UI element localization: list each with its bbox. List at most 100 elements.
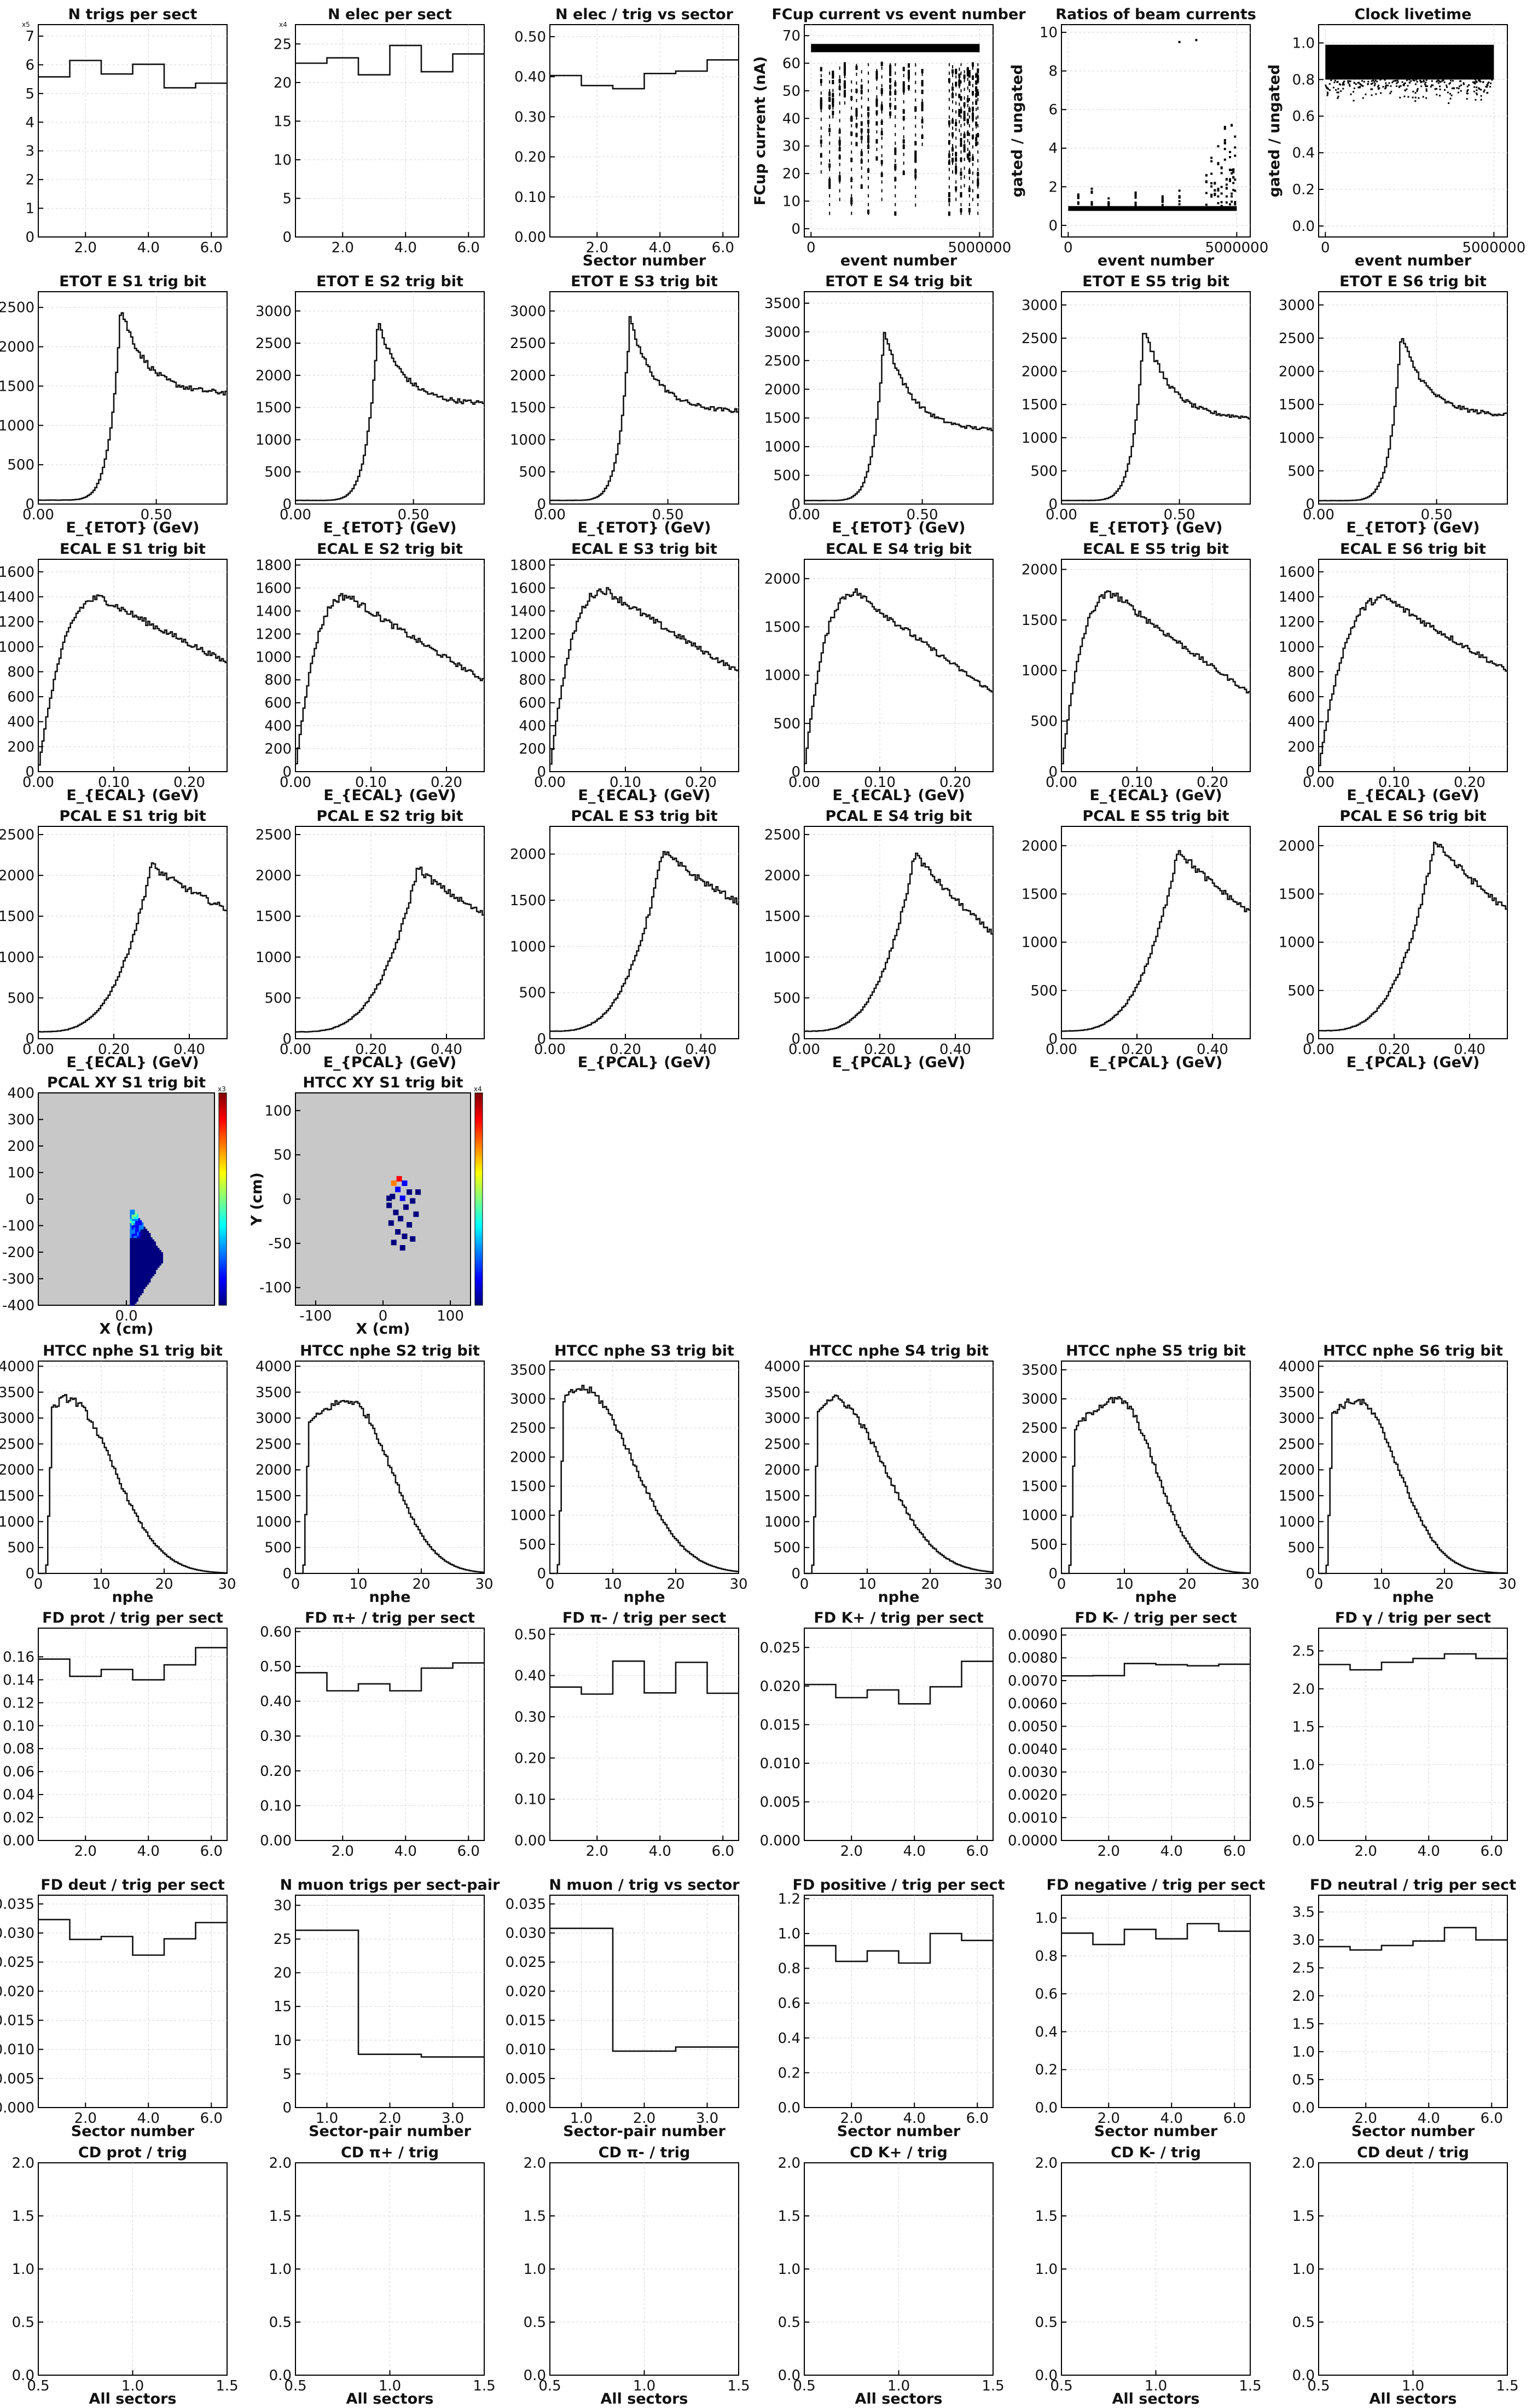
point (875, 110, 878, 115)
x-tick-label: 4.0 (137, 2110, 160, 2127)
point (1480, 89, 1482, 91)
point (975, 121, 978, 126)
point (951, 132, 954, 137)
y-tick-label: 0.40 (260, 1694, 292, 1710)
point (1385, 86, 1387, 89)
x-tick-label: 0.5 (27, 2378, 49, 2394)
x-tick-label: 4.0 (649, 1843, 671, 1860)
y-tick-label: 600 (264, 695, 292, 711)
chart-panel-15: 0 200 400 600 800 1000 1200 1400 1600 1800 0.00 0.1… (510, 541, 739, 804)
point (1425, 90, 1427, 92)
y-tick-label: 0.8 (778, 1961, 800, 1977)
point (1404, 82, 1406, 84)
heat-cell (398, 1215, 404, 1222)
plot-frame (1061, 24, 1251, 238)
point (1491, 79, 1493, 81)
point (1486, 86, 1488, 88)
point (894, 90, 897, 95)
bar-3 (358, 1683, 390, 1685)
y-tick-label: 2.0 (1035, 2155, 1058, 2172)
y-tick-label: 2.0 (1292, 1681, 1315, 1698)
point-band (1068, 206, 1237, 211)
x-axis-label: nphe (1392, 1589, 1434, 1606)
point (958, 82, 961, 86)
point (1400, 85, 1402, 87)
y-tick-label: 2 (25, 172, 34, 188)
y-axis-label: gated / ungated (1266, 64, 1283, 197)
plot-frame (804, 559, 994, 772)
x-tick-label: 2.0 (332, 1843, 354, 1860)
chart-panel-32: 0 500 1000 1500 2000 2500 3000 3500 4000 0 10 20 30 H… (1279, 1342, 1517, 1606)
y-tick-label: 50 (782, 83, 800, 100)
point (867, 144, 870, 149)
y-tick-label: 1000 (1279, 1514, 1315, 1530)
y-tick-label: 30 (782, 138, 800, 155)
point (1468, 84, 1470, 86)
bar-6 (962, 1940, 994, 1941)
point (1406, 79, 1408, 82)
x-tick-label: 0.0 (115, 1308, 137, 1324)
heat-cell (415, 1189, 421, 1195)
point (1223, 139, 1226, 142)
point (975, 87, 978, 92)
x-tick-label: 1.0 (633, 2378, 655, 2394)
point-band (811, 44, 980, 53)
point (1134, 196, 1137, 199)
scatter-points (1068, 39, 1237, 211)
y-tick-label: 0 (1305, 764, 1315, 780)
histogram-series (295, 1662, 484, 1692)
y-tick-label: 1.0 (1035, 1911, 1058, 1927)
y-tick-label: 2000 (764, 381, 800, 398)
heat-cell (399, 1245, 405, 1251)
point (966, 98, 969, 103)
x-tick-label: 4.0 (649, 240, 671, 256)
y-tick-label: 0.025 (0, 1954, 34, 1971)
x-tick-label: 0.00 (1046, 774, 1077, 791)
point (1223, 158, 1226, 161)
y-tick-label: 0.00 (514, 229, 546, 246)
x-axis-label: E_{ETOT} (GeV) (323, 519, 456, 536)
x-axis-label: All sectors (1112, 2390, 1199, 2407)
point (1482, 81, 1484, 83)
y-tick-label: 2000 (1022, 562, 1058, 578)
bar-4 (133, 63, 165, 65)
y-tick-label: 1500 (764, 908, 800, 925)
point (1342, 88, 1344, 90)
y-tick-label: 1000 (1022, 1508, 1058, 1524)
y-tick-label: 0 (1305, 496, 1315, 513)
y-tick-label: 5 (25, 86, 34, 102)
point (1195, 39, 1198, 42)
x-tick-label: 6.0 (200, 240, 223, 256)
x-tick-label: 0.00 (280, 774, 311, 791)
y-tick-label: 0 (282, 229, 292, 246)
y-tick-label: 1200 (510, 626, 546, 642)
point (1408, 79, 1411, 81)
chart-title: N elec / trig vs sector (555, 6, 734, 23)
point (880, 61, 883, 66)
chart-panel-23: 0 500 1000 1500 2000 0.00 0.20 0.40 PCAL E S5 tr… (1022, 808, 1251, 1071)
y-tick-label: 1500 (764, 410, 800, 427)
histogram-series (295, 323, 484, 501)
y-tick-label: 4 (1048, 141, 1058, 157)
y-tick-label: 1500 (0, 908, 34, 925)
point (968, 169, 971, 174)
chart-title: CD π+ / trig (341, 2144, 439, 2161)
x-tick-label: 0.00 (788, 1041, 820, 1058)
chart-title: N elec per sect (328, 6, 452, 23)
x-tick-label: 20 (412, 1576, 430, 1593)
y-tick-label: 2000 (1279, 838, 1315, 854)
y-tick-label: 1000 (1022, 935, 1058, 951)
plot-frame (804, 826, 994, 1039)
y-tick-label: 0 (791, 221, 800, 238)
x-tick-label: 6.0 (1223, 2110, 1246, 2127)
y-axis-label: gated / ungated (1009, 64, 1026, 197)
x-tick-label: 0.5 (284, 2378, 306, 2394)
point (1210, 157, 1213, 159)
point (977, 172, 979, 177)
point (1350, 93, 1352, 95)
x-axis-label: Sector number (71, 2123, 195, 2140)
point (1326, 87, 1328, 89)
y-tick-label: 0.0 (1035, 2100, 1058, 2116)
plot-frame (1318, 291, 1508, 505)
point (1449, 92, 1451, 95)
